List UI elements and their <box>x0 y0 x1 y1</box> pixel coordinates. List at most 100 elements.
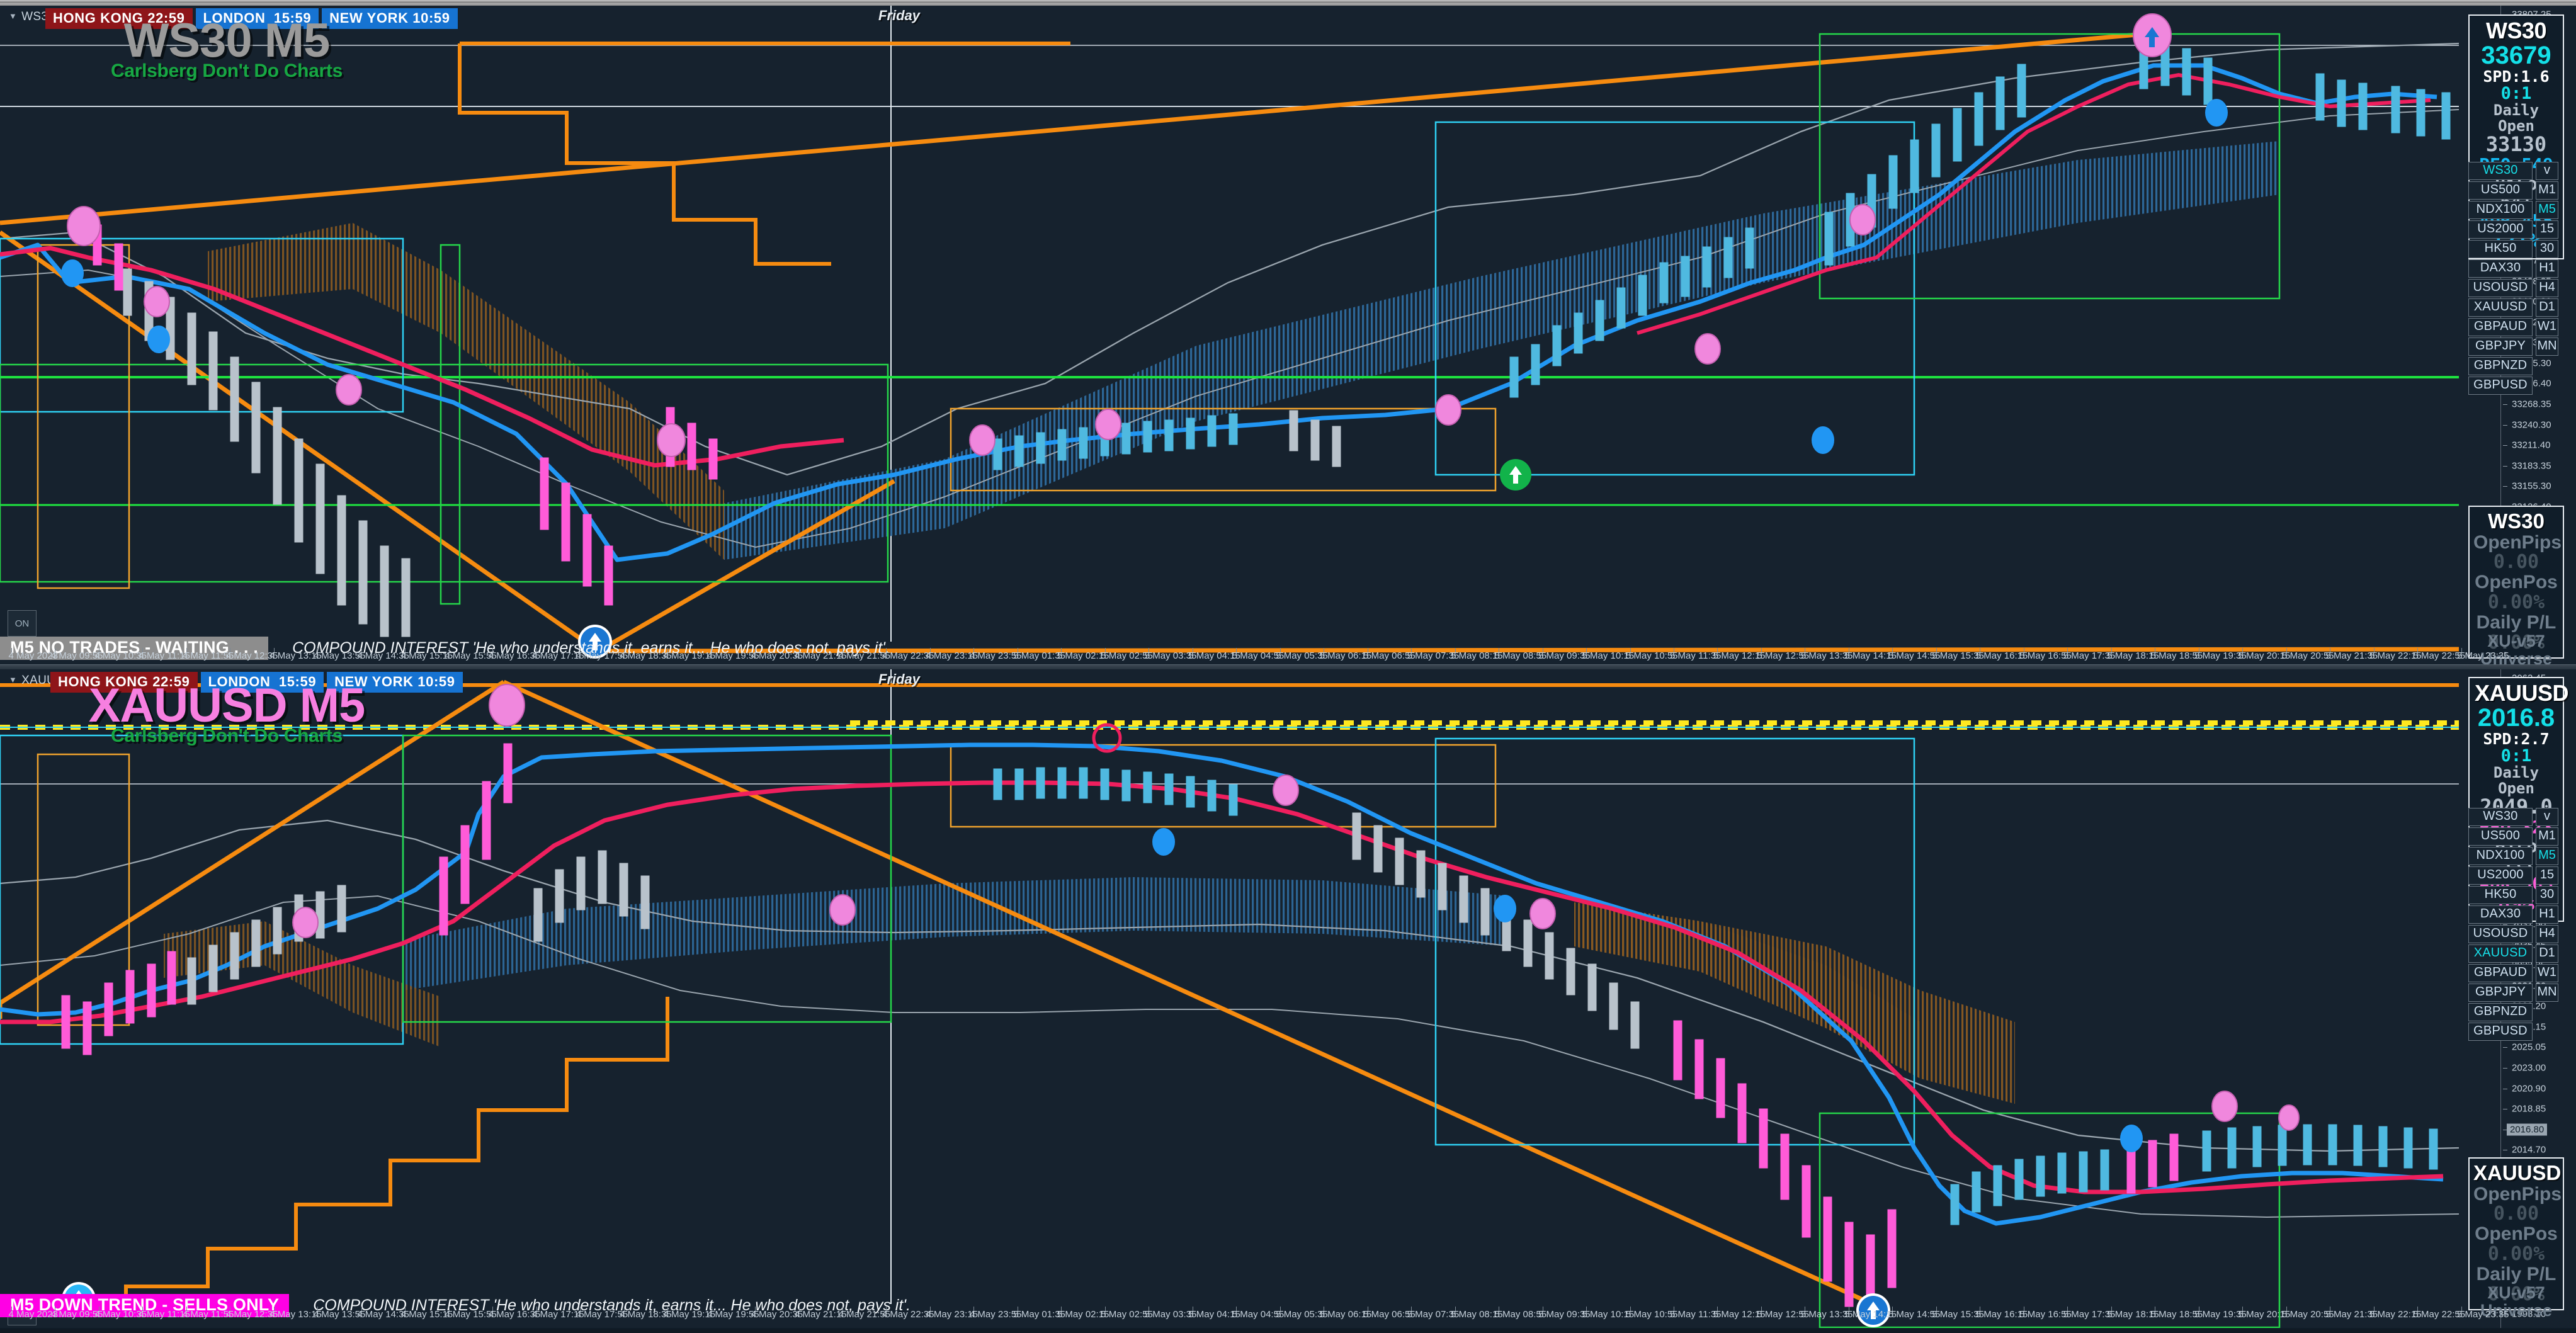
status-strip-ws30: M5 NO TRADES - WAITING . . . COMPOUND IN… <box>0 635 890 661</box>
price-axis-label: 2025.05 <box>2512 1041 2546 1053</box>
timeframe-button-m5[interactable]: M5 <box>2536 201 2558 219</box>
timeframe-button-d1[interactable]: D1 <box>2536 298 2558 317</box>
symbol-button-gbpusd[interactable]: GBPUSD <box>2468 1023 2533 1041</box>
price-axis-tick <box>2503 465 2507 467</box>
time-axis-tick <box>1717 1307 1718 1311</box>
symbol-button-gbpaud[interactable]: GBPAUD <box>2468 318 2533 336</box>
time-axis-tick <box>2067 1307 2068 1311</box>
symbol-button-dax30[interactable]: DAX30 <box>2468 259 2533 278</box>
time-axis-label: 4 May 20:35 <box>751 1309 803 1320</box>
time-axis-tick <box>405 648 406 652</box>
time-axis-label: 5 May 12:15 <box>1713 1309 1766 1320</box>
symbol-button-ndx100[interactable]: NDX100 <box>2468 201 2533 219</box>
time-axis-label: 4 May 09:55 <box>50 1309 103 1320</box>
chart-plot-ws30[interactable] <box>0 6 2576 664</box>
symbol-selector-xauusd[interactable]: WS30 US500 NDX100 US2000 HK50 DAX30 USOUSD XAUU… <box>2468 808 2558 1041</box>
price-axis-tick <box>2503 424 2507 426</box>
symbol-button-hk50[interactable]: HK50 <box>2468 886 2533 904</box>
time-axis-label: 5 May 11:35 <box>1670 1309 1722 1320</box>
symbol-button-column[interactable]: WS30 US500 NDX100 US2000 HK50 DAX30 USOUSD XAUU… <box>2468 162 2533 395</box>
symbol-button-gbpusd[interactable]: GBPUSD <box>2468 377 2533 395</box>
timeframe-button-mn[interactable]: MN <box>2536 984 2558 1002</box>
daily-pl-label: Daily P/L <box>2476 611 2556 633</box>
symbol-selector-ws30[interactable]: WS30 US500 NDX100 US2000 HK50 DAX30 USOUSD XAUU… <box>2468 162 2558 395</box>
price-axis-label: 2014.70 <box>2512 1144 2546 1155</box>
timeframe-button-30[interactable]: 30 <box>2536 886 2558 904</box>
time-axis-tick <box>2286 1307 2287 1311</box>
symbol-button-us2000[interactable]: US2000 <box>2468 866 2533 885</box>
symbol-button-gbpnzd[interactable]: GBPNZD <box>2468 1003 2533 1021</box>
timeframe-button-w1[interactable]: W1 <box>2536 318 2558 336</box>
chart-watermark-ws30: WS30 M5 Carlsberg Don't Do Charts <box>25 16 428 82</box>
chart-plot-xauusd[interactable] <box>0 669 2576 1328</box>
symbol-button-ws30[interactable]: WS30 <box>2468 808 2533 826</box>
time-axis-tick <box>2242 1307 2244 1311</box>
on-toggle-button-ws30[interactable]: ON <box>8 610 37 637</box>
time-axis-tick <box>2373 1307 2375 1311</box>
time-axis-label: 4 May 13:55 <box>313 1309 366 1320</box>
chart-panel-xauusd[interactable]: ▼XAUUSD,M5 HONG KONG 22:59 LONDON 15:59 … <box>0 669 2576 1328</box>
symbol-button-gbpjpy[interactable]: GBPJPY <box>2468 984 2533 1002</box>
symbol-button-ws30[interactable]: WS30 <box>2468 162 2533 180</box>
timeframe-dropdown-icon[interactable]: v <box>2536 808 2558 826</box>
symbol-button-us500[interactable]: US500 <box>2468 827 2533 846</box>
timeframe-button-m5[interactable]: M5 <box>2536 847 2558 865</box>
timeframe-dropdown-icon[interactable]: v <box>2536 162 2558 180</box>
time-axis-tick <box>2417 1307 2419 1311</box>
time-axis-label: 5 May 07:35 <box>1407 650 1460 661</box>
symbol-button-gbpnzd[interactable]: GBPNZD <box>2468 357 2533 375</box>
bottom-scroll-strip[interactable] <box>0 1329 2576 1333</box>
timeframe-button-30[interactable]: 30 <box>2536 240 2558 258</box>
time-axis-label: 4 May 21:15 <box>794 650 847 661</box>
chevron-down-icon[interactable]: ▼ <box>9 11 18 21</box>
time-axis-label: 5 May 17:35 <box>2063 650 2116 661</box>
chart-panel-ws30[interactable]: ▼WS30,M5 HONG KONG 22:59 LONDON 15:59 NE… <box>0 6 2576 664</box>
open-pips-value: 0.00 <box>2493 551 2539 574</box>
time-axis-tick <box>755 1307 756 1311</box>
timeframe-button-h1[interactable]: H1 <box>2536 259 2558 278</box>
time-axis-label: 4 May 2023 <box>8 650 58 661</box>
time-axis-label: 5 May 06:55 <box>1363 650 1416 661</box>
timeframe-button-h4[interactable]: H4 <box>2536 279 2558 297</box>
price-axis-label: 33155.30 <box>2512 480 2551 492</box>
symbol-button-us500[interactable]: US500 <box>2468 181 2533 200</box>
status-badge-ws30: M5 NO TRADES - WAITING . . . <box>0 636 269 660</box>
timeframe-button-m1[interactable]: M1 <box>2536 181 2558 200</box>
timeframe-button-15[interactable]: 15 <box>2536 866 2558 885</box>
timeframe-button-mn[interactable]: MN <box>2536 338 2558 356</box>
window-title-bar <box>0 0 2576 3</box>
time-axis-label: 4 May 17:55 <box>576 1309 628 1320</box>
info-ratio: 0:1 <box>2500 746 2532 766</box>
symbol-button-xauusd[interactable]: XAUUSD <box>2468 298 2533 317</box>
symbol-button-hk50[interactable]: HK50 <box>2468 240 2533 258</box>
session-clocks-xauusd: HONG KONG 22:59 LONDON 15:59 NEW YORK 10… <box>50 672 463 693</box>
symbol-button-usousd[interactable]: USOUSD <box>2468 279 2533 297</box>
timeframe-button-d1[interactable]: D1 <box>2536 944 2558 963</box>
timeframe-button-m1[interactable]: M1 <box>2536 827 2558 846</box>
timeframe-button-column[interactable]: v M1 M5 15 30 H1 H4 D1 W1 MN <box>2536 808 2558 1041</box>
time-axis-label: 4 May 23:55 <box>969 650 1022 661</box>
time-axis-label: 5 May 21:35 <box>2325 1309 2378 1320</box>
symbol-button-gbpjpy[interactable]: GBPJPY <box>2468 338 2533 356</box>
symbol-button-dax30[interactable]: DAX30 <box>2468 905 2533 924</box>
open-pips-label: OpenPips <box>2473 1183 2562 1205</box>
symbol-button-gbpaud[interactable]: GBPAUD <box>2468 964 2533 982</box>
symbol-button-xauusd[interactable]: XAUUSD <box>2468 944 2533 963</box>
time-axis-label: 4 May 14:35 <box>357 650 409 661</box>
symbol-button-us2000[interactable]: US2000 <box>2468 220 2533 239</box>
symbol-button-usousd[interactable]: USOUSD <box>2468 925 2533 943</box>
timeframe-button-h1[interactable]: H1 <box>2536 905 2558 924</box>
timeframe-button-h4[interactable]: H4 <box>2536 925 2558 943</box>
chevron-down-icon[interactable]: ▼ <box>9 675 18 684</box>
time-axis-tick <box>2067 648 2068 652</box>
timeframe-button-column[interactable]: v M1 M5 15 30 H1 H4 D1 W1 MN <box>2536 162 2558 395</box>
clock-london: LONDON 15:59 <box>200 672 324 693</box>
time-axis-tick <box>1936 648 1937 652</box>
timeframe-button-15[interactable]: 15 <box>2536 220 2558 239</box>
time-axis-tick <box>492 648 494 652</box>
symbol-button-ndx100[interactable]: NDX100 <box>2468 847 2533 865</box>
timeframe-button-w1[interactable]: W1 <box>2536 964 2558 982</box>
info-daily-open-label: Daily Open <box>2493 101 2539 135</box>
symbol-button-column[interactable]: WS30 US500 NDX100 US2000 HK50 DAX30 USOUSD XAUU… <box>2468 808 2533 1041</box>
time-axis-label: 5 May 14:15 <box>1844 1309 1897 1320</box>
